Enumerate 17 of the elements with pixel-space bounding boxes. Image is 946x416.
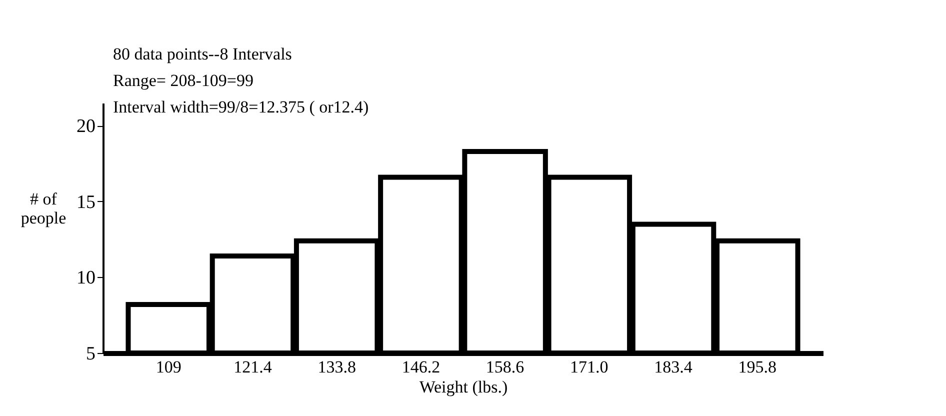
annotation: Interval width=99/8=12.375 ( or12.4) — [113, 98, 369, 117]
y-tick-label: 10 — [76, 268, 96, 289]
text: Range= 208-109=99 — [113, 71, 254, 90]
x-tick-label: 109 — [156, 358, 182, 376]
text: 80 data points--8 Intervals — [113, 44, 292, 64]
x-tick-label: 183.4 — [654, 358, 693, 376]
x-tick-label: 133.8 — [318, 358, 356, 376]
x-tick-label: 146.2 — [402, 358, 440, 376]
y-tick-label: 15 — [76, 192, 96, 213]
x-tick-label: 158.6 — [486, 358, 524, 376]
x-tick-label: 121.4 — [234, 358, 272, 376]
x-axis-title: Weight (lbs.) — [419, 378, 508, 396]
y-axis-title: # of people — [20, 190, 66, 228]
x-tick-label: 171.0 — [570, 358, 608, 376]
y-tick-label: 20 — [76, 116, 96, 138]
x-tick-label: 195.8 — [738, 358, 777, 376]
y-tick-label: 5 — [86, 344, 96, 364]
